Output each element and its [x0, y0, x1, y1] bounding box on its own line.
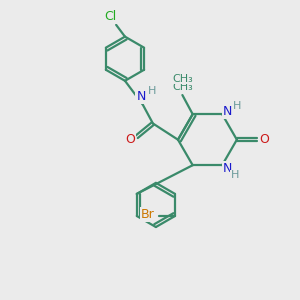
Text: H: H — [148, 86, 156, 96]
Text: N: N — [223, 105, 232, 118]
Text: Cl: Cl — [105, 10, 117, 23]
Text: H: H — [231, 170, 240, 181]
Text: Br: Br — [141, 208, 154, 221]
Text: CH₃: CH₃ — [172, 74, 193, 84]
Text: H: H — [233, 101, 242, 111]
Text: O: O — [125, 133, 135, 146]
Text: O: O — [259, 133, 269, 146]
Text: N: N — [136, 90, 146, 103]
Text: N: N — [223, 162, 232, 175]
Text: CH₃: CH₃ — [172, 82, 193, 92]
